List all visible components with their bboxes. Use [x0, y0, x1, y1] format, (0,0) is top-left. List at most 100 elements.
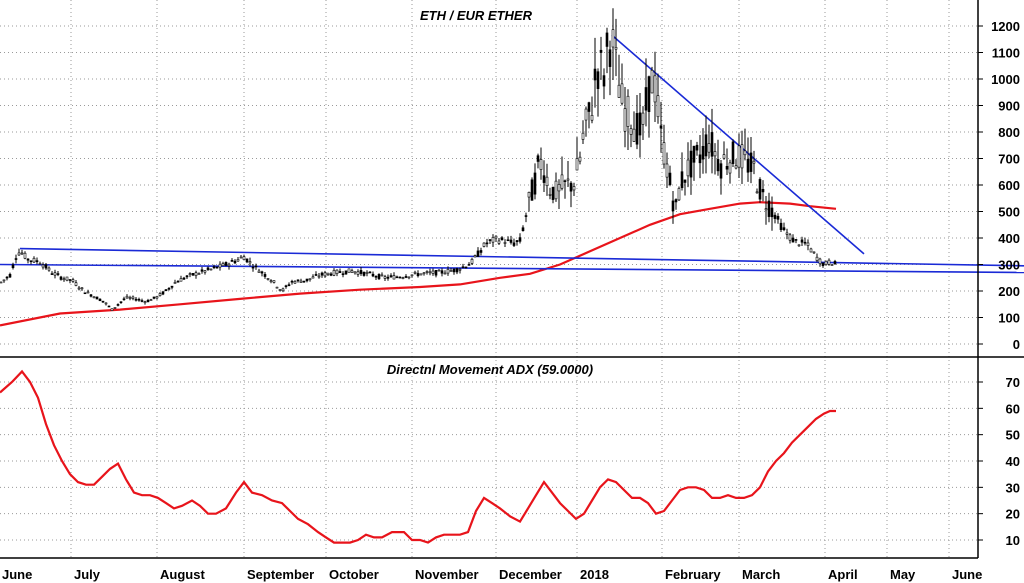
trendline	[611, 34, 865, 255]
candle-body	[251, 266, 255, 269]
candle-body	[158, 293, 162, 296]
candle-body	[350, 270, 354, 273]
candle-body	[179, 278, 183, 282]
month-label: October	[329, 567, 379, 582]
candle-body	[134, 298, 138, 301]
candle-body	[200, 269, 204, 272]
candle-body	[47, 267, 51, 271]
candle-body	[602, 75, 606, 87]
candle-body	[203, 270, 207, 273]
candle-body	[701, 145, 705, 160]
adx-tick-label: 70	[1006, 375, 1020, 390]
candle-body	[581, 132, 585, 140]
candle-body	[440, 270, 444, 274]
candle-body	[539, 159, 543, 170]
month-label: March	[742, 567, 780, 582]
candle-body	[683, 179, 687, 183]
candle-body	[44, 264, 48, 269]
candle-body	[671, 200, 675, 212]
candle-body	[479, 250, 483, 253]
price-tick-label: 1200	[991, 19, 1020, 34]
candle-body	[644, 87, 648, 111]
candle-body	[182, 277, 186, 280]
candle-body	[269, 280, 273, 283]
candle-body	[380, 274, 384, 277]
candle-body	[791, 237, 795, 243]
candle-body	[23, 252, 27, 259]
candle-body	[395, 276, 399, 279]
candle-body	[749, 152, 753, 172]
price-candles	[0, 8, 837, 311]
candle-body	[572, 186, 576, 191]
candle-body	[809, 248, 813, 253]
candle-body	[155, 296, 159, 299]
candle-body	[194, 272, 198, 276]
candle-body	[728, 162, 732, 174]
candle-body	[557, 184, 561, 192]
month-label: December	[499, 567, 562, 582]
candle-body	[392, 275, 396, 280]
price-tick-label: 600	[998, 178, 1020, 193]
candle-body	[566, 178, 570, 181]
candle-body	[14, 258, 18, 260]
candle-body	[278, 289, 282, 291]
candle-body	[320, 272, 324, 276]
candle-body	[818, 258, 822, 265]
candle-body	[398, 276, 402, 279]
candle-body	[404, 276, 408, 278]
month-label: September	[247, 567, 314, 582]
candle-body	[650, 69, 654, 94]
candle-body	[224, 262, 228, 266]
candle-body	[725, 166, 729, 170]
candle-body	[347, 268, 351, 273]
price-tick-label: 800	[998, 125, 1020, 140]
candle-body	[377, 274, 381, 280]
candle-body	[290, 280, 294, 283]
candle-body	[776, 215, 780, 220]
candle-body	[326, 272, 330, 275]
candle-body	[335, 269, 339, 274]
candle-body	[674, 199, 678, 203]
candle-body	[521, 227, 525, 232]
candle-body	[641, 112, 645, 125]
adx-tick-label: 30	[1006, 480, 1020, 495]
candle-body	[506, 239, 510, 242]
adx-tick-label: 10	[1006, 533, 1020, 548]
candle-body	[113, 307, 117, 309]
candle-body	[590, 114, 594, 121]
price-tick-label: 500	[998, 205, 1020, 220]
candle-body	[119, 301, 123, 303]
candle-body	[407, 276, 411, 279]
candle-body	[482, 242, 486, 247]
grid-layer	[0, 0, 978, 558]
candle-body	[746, 158, 750, 173]
candle-body	[617, 84, 621, 98]
candle-body	[185, 275, 189, 278]
candle-body	[695, 144, 699, 151]
month-label: April	[828, 567, 858, 582]
candle-body	[785, 232, 789, 235]
candle-body	[704, 134, 708, 157]
trendlines	[0, 34, 1024, 274]
candle-body	[554, 180, 558, 200]
candle-body	[170, 285, 174, 288]
candle-body	[713, 151, 717, 157]
candle-body	[488, 239, 492, 241]
x-axis-labels: June July August September October November De…	[2, 567, 982, 582]
candle-body	[659, 125, 663, 129]
price-y-axis: 0 100 200 300 400 500 600 700 800 900 1000 1100 1200	[978, 19, 1020, 352]
candle-body	[770, 207, 774, 218]
candle-body	[563, 180, 567, 182]
price-panel: ETH / EUR ETHER 0 100 200 300 400 500 600 700 80…	[0, 8, 1024, 352]
candle-body	[329, 273, 333, 276]
candle-body	[824, 260, 828, 265]
candle-body	[311, 276, 315, 279]
candle-body	[779, 222, 783, 230]
candle-body	[611, 29, 615, 48]
candle-body	[86, 291, 90, 294]
adx-panel-title: Directnl Movement ADX (59.0000)	[387, 362, 593, 377]
candle-body	[296, 279, 300, 282]
candle-body	[131, 296, 135, 299]
candle-body	[476, 250, 480, 257]
candle-body	[299, 280, 303, 283]
